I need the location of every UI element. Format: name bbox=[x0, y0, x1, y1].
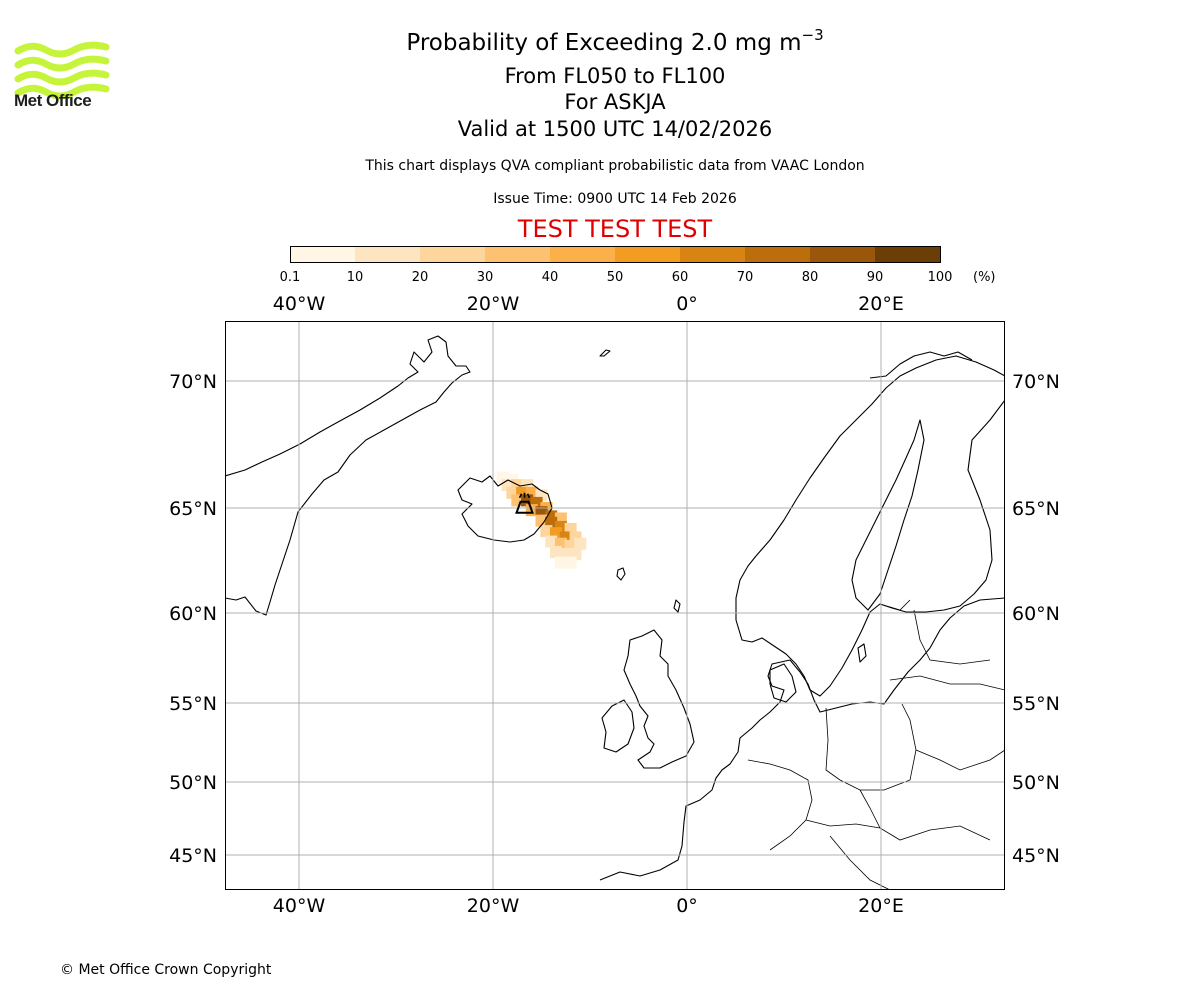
plume-cell bbox=[501, 479, 514, 492]
colorbar-tick-label: 30 bbox=[476, 270, 494, 285]
copyright: © Met Office Crown Copyright bbox=[60, 962, 272, 978]
colorbar bbox=[290, 246, 941, 263]
colorbar-bin-8 bbox=[810, 246, 876, 263]
plume-cell bbox=[535, 514, 548, 527]
lat-label-right: 50°N bbox=[1012, 772, 1060, 794]
colorbar-tick-label: 100 bbox=[927, 270, 953, 285]
chart-title: Probability of Exceeding 2.0 mg m−3 bbox=[406, 26, 824, 57]
coast-bothnia bbox=[851, 419, 925, 611]
lat-label-left: 70°N bbox=[169, 371, 217, 393]
volcano-cone bbox=[515, 500, 534, 514]
lat-label-left: 45°N bbox=[169, 845, 217, 867]
volcano-icon bbox=[515, 492, 534, 514]
colorbar-tick-label: 10 bbox=[346, 270, 364, 285]
plume-cell bbox=[540, 525, 553, 538]
volcano-plume-lines bbox=[518, 492, 531, 499]
title-exponent: −3 bbox=[801, 26, 824, 44]
plume-cell bbox=[554, 556, 567, 569]
plume-cell bbox=[550, 546, 562, 559]
colorbar-tick-label: 20 bbox=[411, 270, 429, 285]
coast-barents bbox=[869, 351, 973, 379]
coast-ireland bbox=[601, 699, 635, 753]
plume-cell bbox=[564, 556, 577, 569]
colorbar-bin-7 bbox=[745, 246, 811, 263]
colorbar-bin-3 bbox=[485, 246, 551, 263]
volcano-name: For ASKJA bbox=[564, 90, 666, 114]
colorbar-tick-label: 90 bbox=[866, 270, 884, 285]
colorbar-bin-0 bbox=[290, 246, 356, 263]
coast-faroes bbox=[616, 567, 626, 581]
lat-label-left: 55°N bbox=[169, 693, 217, 715]
valid-time: Valid at 1500 UTC 14/02/2026 bbox=[457, 117, 773, 141]
colorbar-bin-9 bbox=[875, 246, 941, 263]
lon-label-bottom: 40°W bbox=[273, 895, 326, 917]
coast-great-britain bbox=[623, 629, 695, 769]
country-borders bbox=[747, 599, 1005, 890]
colorbar-tick-label: 80 bbox=[801, 270, 819, 285]
lat-label-right: 70°N bbox=[1012, 371, 1060, 393]
lat-label-right: 45°N bbox=[1012, 845, 1060, 867]
coast-greenland bbox=[225, 335, 471, 616]
disclaimer: This chart displays QVA compliant probab… bbox=[365, 158, 865, 174]
lon-label-bottom: 20°E bbox=[858, 895, 904, 917]
coast-iceland bbox=[457, 475, 553, 543]
issue-time: Issue Time: 0900 UTC 14 Feb 2026 bbox=[493, 191, 737, 207]
gridlines bbox=[225, 321, 1005, 890]
colorbar-tick-label: 0.1 bbox=[279, 270, 301, 285]
lon-label-top: 20°E bbox=[858, 293, 904, 315]
lat-label-right: 60°N bbox=[1012, 603, 1060, 625]
coast-scandinavia bbox=[735, 355, 1005, 697]
coast-jan-mayen bbox=[599, 349, 611, 357]
map-frame bbox=[225, 321, 1005, 890]
colorbar-bin-4 bbox=[550, 246, 616, 263]
colorbar-tick-label: 60 bbox=[671, 270, 689, 285]
lon-label-top: 40°W bbox=[273, 293, 326, 315]
colorbar-bin-6 bbox=[680, 246, 746, 263]
coast-continental-europe bbox=[599, 597, 1005, 890]
plume-cell bbox=[545, 535, 558, 548]
lon-label-top: 20°W bbox=[467, 293, 520, 315]
coastlines bbox=[225, 335, 1005, 890]
lat-label-left: 60°N bbox=[169, 603, 217, 625]
flight-levels: From FL050 to FL100 bbox=[504, 64, 726, 88]
lon-label-top: 0° bbox=[676, 293, 698, 315]
lon-label-bottom: 0° bbox=[676, 895, 698, 917]
coast-denmark bbox=[769, 663, 797, 703]
test-banner: TEST TEST TEST bbox=[517, 215, 713, 243]
colorbar-bin-5 bbox=[615, 246, 681, 263]
colorbar-frame bbox=[290, 246, 941, 263]
colorbar-tick-label: 40 bbox=[541, 270, 559, 285]
lat-label-right: 65°N bbox=[1012, 498, 1060, 520]
colorbar-unit: (%) bbox=[973, 270, 996, 285]
coast-shetland bbox=[673, 599, 681, 613]
colorbar-bin-1 bbox=[355, 246, 421, 263]
plume-layer bbox=[496, 471, 587, 569]
lat-label-left: 65°N bbox=[169, 498, 217, 520]
colorbar-tick-label: 70 bbox=[736, 270, 754, 285]
lon-label-bottom: 20°W bbox=[467, 895, 520, 917]
lat-label-left: 50°N bbox=[169, 772, 217, 794]
coast-gotland bbox=[857, 643, 867, 663]
plume-cell bbox=[574, 537, 587, 550]
colorbar-tick-label: 50 bbox=[606, 270, 624, 285]
colorbar-bin-2 bbox=[420, 246, 486, 263]
lat-label-right: 55°N bbox=[1012, 693, 1060, 715]
met-office-logo-text: Met Office bbox=[14, 91, 92, 110]
met-office-logo bbox=[14, 41, 110, 100]
